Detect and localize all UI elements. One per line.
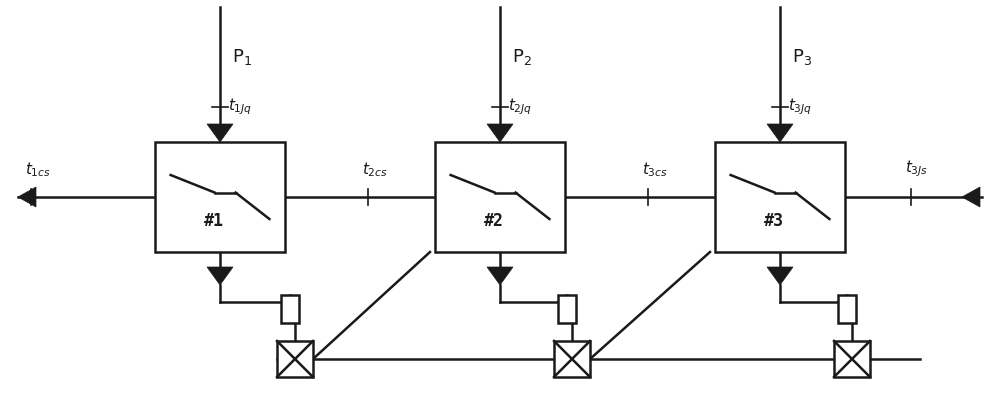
Polygon shape	[487, 124, 513, 142]
Bar	[834, 341, 870, 377]
Polygon shape	[207, 267, 233, 285]
Text: #3: #3	[764, 212, 784, 230]
Text: P$_3$: P$_3$	[792, 47, 812, 67]
Text: $t_{3cs}$: $t_{3cs}$	[642, 160, 668, 179]
Bar	[715, 142, 845, 252]
Text: $t_{3Jq}$: $t_{3Jq}$	[788, 97, 812, 117]
Text: $t_{1Jq}$: $t_{1Jq}$	[228, 97, 252, 117]
Polygon shape	[767, 124, 793, 142]
Text: #2: #2	[483, 212, 503, 230]
Text: $t_{2Jq}$: $t_{2Jq}$	[508, 97, 532, 117]
Bar	[281, 295, 299, 323]
Text: P$_2$: P$_2$	[512, 47, 532, 67]
Text: P$_1$: P$_1$	[232, 47, 252, 67]
Text: $t_{2cs}$: $t_{2cs}$	[362, 160, 388, 179]
Polygon shape	[962, 187, 980, 207]
Polygon shape	[767, 267, 793, 285]
Bar	[277, 341, 313, 377]
Text: $t_{1cs}$: $t_{1cs}$	[25, 160, 51, 179]
Bar	[155, 142, 285, 252]
Bar	[554, 341, 590, 377]
Polygon shape	[487, 267, 513, 285]
Bar	[435, 142, 565, 252]
Bar	[838, 295, 856, 323]
Polygon shape	[207, 124, 233, 142]
Text: $t_{3Js}$: $t_{3Js}$	[905, 158, 928, 179]
Bar	[558, 295, 576, 323]
Text: #1: #1	[204, 212, 224, 230]
Polygon shape	[18, 187, 36, 207]
